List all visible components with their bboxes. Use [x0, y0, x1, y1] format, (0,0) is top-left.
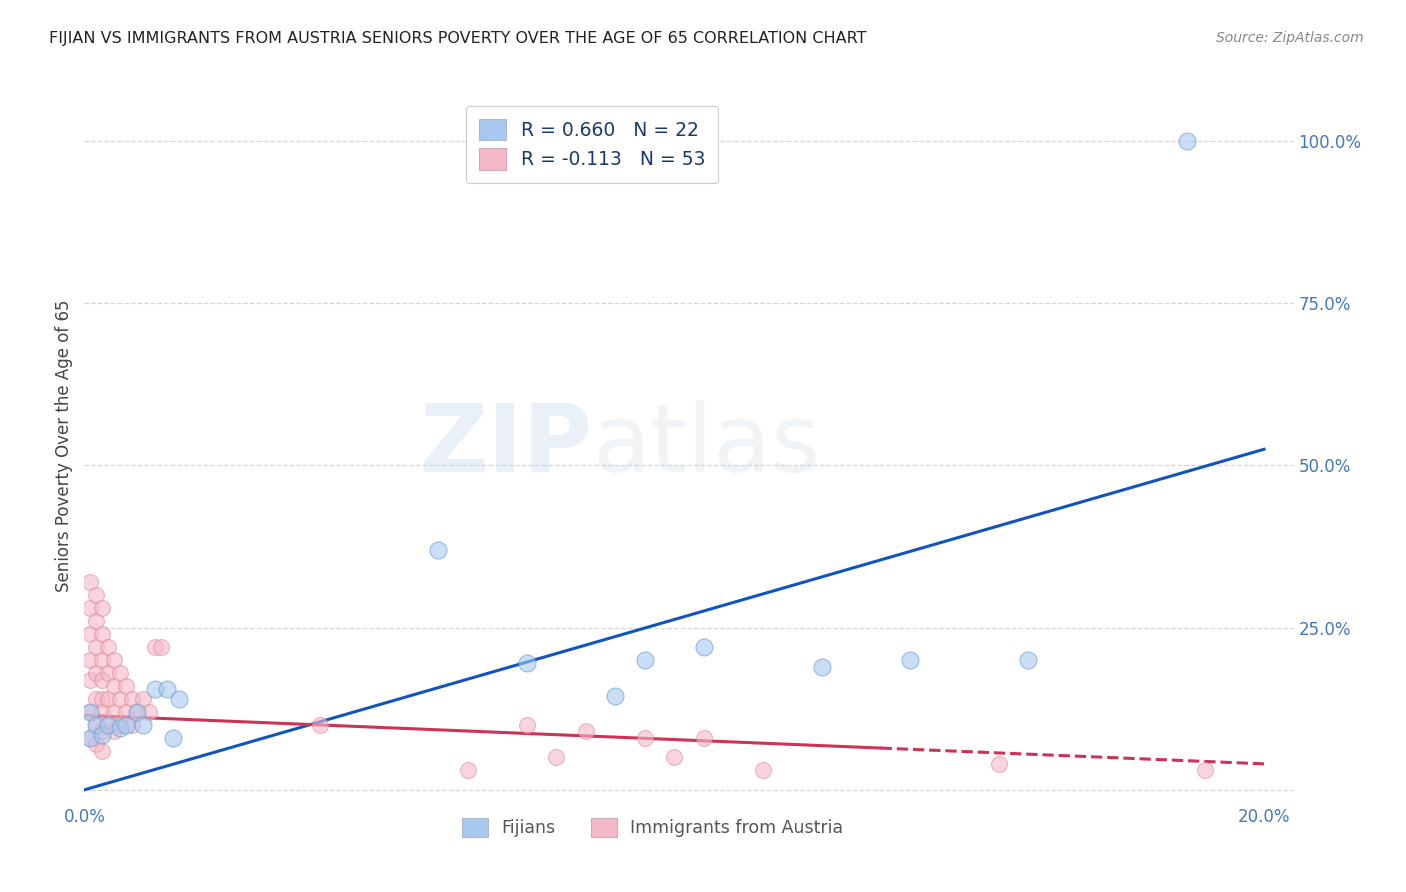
Point	[634, 731, 657, 745]
Point	[132, 692, 155, 706]
Point	[103, 679, 125, 693]
Point	[79, 601, 101, 615]
Point	[108, 718, 131, 732]
Point	[108, 721, 131, 735]
Point	[692, 640, 714, 654]
Point	[91, 724, 114, 739]
Point	[457, 764, 479, 778]
Point	[1175, 134, 1198, 148]
Point	[91, 705, 114, 719]
Text: ZIP: ZIP	[419, 400, 592, 492]
Point	[84, 640, 107, 654]
Point	[79, 731, 101, 745]
Point	[79, 705, 101, 719]
Point	[79, 705, 101, 719]
Point	[692, 731, 714, 745]
Point	[91, 601, 114, 615]
Point	[156, 682, 179, 697]
Point	[79, 627, 101, 641]
Point	[575, 724, 598, 739]
Point	[91, 692, 114, 706]
Point	[91, 653, 114, 667]
Y-axis label: Seniors Poverty Over the Age of 65: Seniors Poverty Over the Age of 65	[55, 300, 73, 592]
Point	[91, 744, 114, 758]
Point	[97, 640, 120, 654]
Text: Source: ZipAtlas.com: Source: ZipAtlas.com	[1216, 31, 1364, 45]
Point	[127, 705, 149, 719]
Point	[167, 692, 190, 706]
Point	[84, 614, 107, 628]
Point	[987, 756, 1010, 771]
Point	[605, 689, 627, 703]
Point	[121, 718, 143, 732]
Point	[79, 673, 101, 687]
Point	[84, 738, 107, 752]
Text: atlas: atlas	[592, 400, 821, 492]
Point	[84, 588, 107, 602]
Point	[103, 653, 125, 667]
Point	[97, 718, 120, 732]
Point	[516, 657, 538, 671]
Point	[121, 692, 143, 706]
Point	[103, 705, 125, 719]
Point	[114, 705, 136, 719]
Point	[114, 679, 136, 693]
Point	[84, 718, 107, 732]
Point	[309, 718, 332, 732]
Point	[84, 718, 107, 732]
Point	[91, 728, 114, 742]
Point	[516, 718, 538, 732]
Point	[546, 750, 568, 764]
Point	[138, 705, 160, 719]
Point	[1194, 764, 1216, 778]
Point	[79, 575, 101, 590]
Point	[1017, 653, 1039, 667]
Point	[91, 627, 114, 641]
Text: FIJIAN VS IMMIGRANTS FROM AUSTRIA SENIORS POVERTY OVER THE AGE OF 65 CORRELATION: FIJIAN VS IMMIGRANTS FROM AUSTRIA SENIOR…	[49, 31, 866, 46]
Point	[114, 718, 136, 732]
Point	[132, 718, 155, 732]
Point	[127, 705, 149, 719]
Point	[79, 731, 101, 745]
Point	[143, 682, 166, 697]
Point	[97, 718, 120, 732]
Point	[664, 750, 686, 764]
Point	[898, 653, 921, 667]
Legend: Fijians, Immigrants from Austria: Fijians, Immigrants from Austria	[454, 811, 851, 844]
Point	[103, 724, 125, 739]
Point	[108, 666, 131, 681]
Point	[79, 653, 101, 667]
Point	[810, 659, 832, 673]
Point	[84, 666, 107, 681]
Point	[150, 640, 173, 654]
Point	[751, 764, 773, 778]
Point	[84, 692, 107, 706]
Point	[427, 542, 450, 557]
Point	[108, 692, 131, 706]
Point	[634, 653, 657, 667]
Point	[91, 673, 114, 687]
Point	[97, 666, 120, 681]
Point	[143, 640, 166, 654]
Point	[162, 731, 184, 745]
Point	[97, 692, 120, 706]
